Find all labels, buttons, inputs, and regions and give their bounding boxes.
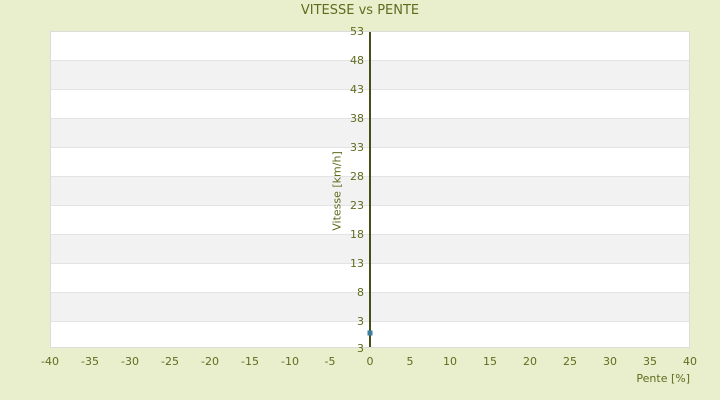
y-tick-label: 43 xyxy=(350,82,364,96)
y-tick-label: 53 xyxy=(350,25,364,38)
x-tick-label: -40 xyxy=(41,355,59,368)
x-tick-label: -35 xyxy=(81,355,99,368)
y-tick-label: 8 xyxy=(357,285,364,299)
x-tick-label: 30 xyxy=(603,355,617,368)
x-tick-label: 10 xyxy=(443,355,457,368)
x-tick-label: -10 xyxy=(281,355,299,368)
x-tick-label: 15 xyxy=(483,355,497,368)
y-axis-title: Vitesse [km/h] xyxy=(330,151,344,231)
x-axis-title: Pente [%] xyxy=(636,372,690,385)
x-tick-label: 35 xyxy=(643,355,657,368)
y-tick-label: 23 xyxy=(350,198,364,212)
x-tick-label: -20 xyxy=(201,355,219,368)
y-axis-bottom-label: 3 xyxy=(357,342,364,355)
x-tick-label: 25 xyxy=(563,355,577,368)
x-tick-label: -15 xyxy=(241,355,259,368)
x-tick-label: 40 xyxy=(683,355,697,368)
x-tick-label: 5 xyxy=(406,355,414,368)
x-tick-label: -25 xyxy=(161,355,179,368)
x-tick-label: 0 xyxy=(366,355,374,368)
x-tick-label: -30 xyxy=(121,355,139,368)
y-tick-label: 3 xyxy=(357,314,364,328)
x-tick-label: -5 xyxy=(324,355,336,368)
plot-area: 53 48 43 38 33 28 23 18 13 8 3 3 xyxy=(50,25,690,355)
y-tick-label: 48 xyxy=(350,53,364,67)
y-tick-label: 28 xyxy=(350,169,364,183)
y-tick-label: 13 xyxy=(350,256,364,270)
y-tick-label: 33 xyxy=(350,140,364,154)
y-axis-line xyxy=(369,31,371,348)
data-point-marker xyxy=(367,330,373,336)
x-tick-label: 20 xyxy=(523,355,537,368)
chart-title: VITESSE vs PENTE xyxy=(300,3,420,18)
y-tick-label: 18 xyxy=(350,227,364,241)
y-tick-label: 38 xyxy=(350,111,364,125)
